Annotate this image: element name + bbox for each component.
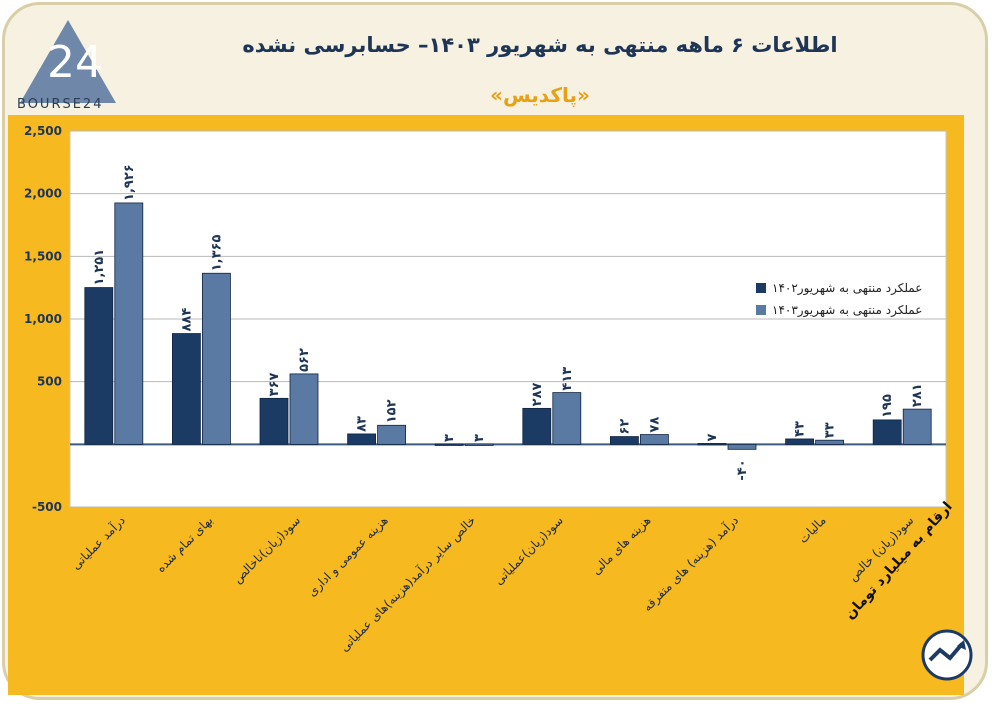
data-label: ۳۳ xyxy=(823,422,838,438)
bourse24-logo: 24 xyxy=(20,20,116,103)
bar xyxy=(640,434,669,445)
y-tick-label: -500 xyxy=(32,500,62,514)
data-label: ۴۳ xyxy=(793,421,808,437)
bar xyxy=(610,436,639,445)
x-tick-label: درآمد عملیاتی xyxy=(68,513,129,574)
trend-icon xyxy=(921,629,973,681)
legend-label: عملکرد منتهی به شهریور۱۴۰۳ xyxy=(772,303,923,317)
data-label: ۱۵۲ xyxy=(385,399,400,423)
bar xyxy=(114,202,144,445)
x-tick-label: مالیات xyxy=(796,513,829,546)
legend-label: عملکرد منتهی به شهریور۱۴۰۲ xyxy=(772,281,923,295)
data-label: ۱,۳۶۵ xyxy=(209,235,224,272)
bar xyxy=(289,373,319,445)
x-tick-label: سود(زیان)ناخالص xyxy=(230,513,304,587)
y-tick-label: 1,500 xyxy=(24,249,62,263)
logo-text: BOURSE24 xyxy=(17,97,104,112)
bar xyxy=(902,408,932,445)
y-tick-label: 1,000 xyxy=(24,312,62,326)
bar xyxy=(377,424,407,445)
data-label: ۶۲ xyxy=(617,419,632,435)
legend-item: عملکرد منتهی به شهریور۱۴۰۲ xyxy=(756,277,922,299)
bar xyxy=(259,397,289,445)
chart-title: اطلاعات ۶ ماهه منتهی به شهریور ۱۴۰۳– حسا… xyxy=(242,33,838,57)
bar xyxy=(815,439,844,445)
bar xyxy=(785,438,814,445)
y-tick-label: 2,000 xyxy=(24,187,62,201)
svg-text:24: 24 xyxy=(47,37,103,88)
bar-chart: 2,500 2,000 1,500 1,000 500 -500 ۱,۲۵۱ ۸۸۴ ۳۶۷ ۸۳… xyxy=(24,124,947,656)
legend: عملکرد منتهی به شهریور۱۴۰۲ عملکرد منتهی ب… xyxy=(756,277,922,321)
bar xyxy=(84,287,114,445)
y-tick-label: 2,500 xyxy=(24,124,62,138)
x-tick-label: هزینه های مالی xyxy=(589,513,654,578)
legend-swatch xyxy=(756,283,766,293)
chart-subtitle: «پاکدیس» xyxy=(490,83,590,107)
x-tick-label: هزینه عمومی و اداری xyxy=(305,513,392,600)
x-tick-label: خالص سایر درآمد(هزینه)های عملیاتی xyxy=(337,513,480,656)
data-label: ۱,۲۵۱ xyxy=(92,249,107,286)
chart-panel: 2,500 2,000 1,500 1,000 500 -500 ۱,۲۵۱ ۸۸۴ ۳۶۷ ۸۳… xyxy=(8,115,964,695)
data-label: ۸۳ xyxy=(355,416,370,432)
bar xyxy=(171,333,201,445)
data-label: ۲۸۷ xyxy=(530,382,545,406)
bar xyxy=(872,419,902,445)
y-tick-label: 500 xyxy=(37,375,62,389)
data-label: ۲۸۱ xyxy=(910,383,925,407)
data-label: ۸۸۴ xyxy=(179,308,194,332)
data-label: ۷۸ xyxy=(647,417,662,433)
bar xyxy=(522,407,552,445)
data-label: ۱,۹۲۶ xyxy=(122,164,137,201)
logo-triangle xyxy=(20,20,116,103)
legend-swatch xyxy=(756,305,766,315)
data-label: ۳ xyxy=(472,434,487,442)
bar xyxy=(201,272,231,445)
x-tick-label: سود(زیان)عملیاتی xyxy=(491,513,566,588)
bar xyxy=(727,443,757,450)
bar xyxy=(464,443,494,446)
legend-item: عملکرد منتهی به شهریور۱۴۰۳ xyxy=(756,299,922,321)
data-label: -۴۰ xyxy=(735,459,750,480)
data-label: ۳ xyxy=(442,434,457,442)
bar xyxy=(552,392,582,445)
data-label: ۷ xyxy=(705,433,720,441)
x-tick-label: درآمد (هزینه) های متفرقه xyxy=(640,513,742,615)
bar xyxy=(697,443,727,446)
data-label: ۳۶۷ xyxy=(267,372,282,396)
data-label: ۱۹۵ xyxy=(880,394,895,418)
data-label: ۵۶۲ xyxy=(297,348,312,372)
data-label: ۴۱۳ xyxy=(560,367,575,391)
x-tick-label: بهای تمام شده xyxy=(154,513,216,575)
bar xyxy=(434,443,464,446)
bar xyxy=(347,433,377,445)
